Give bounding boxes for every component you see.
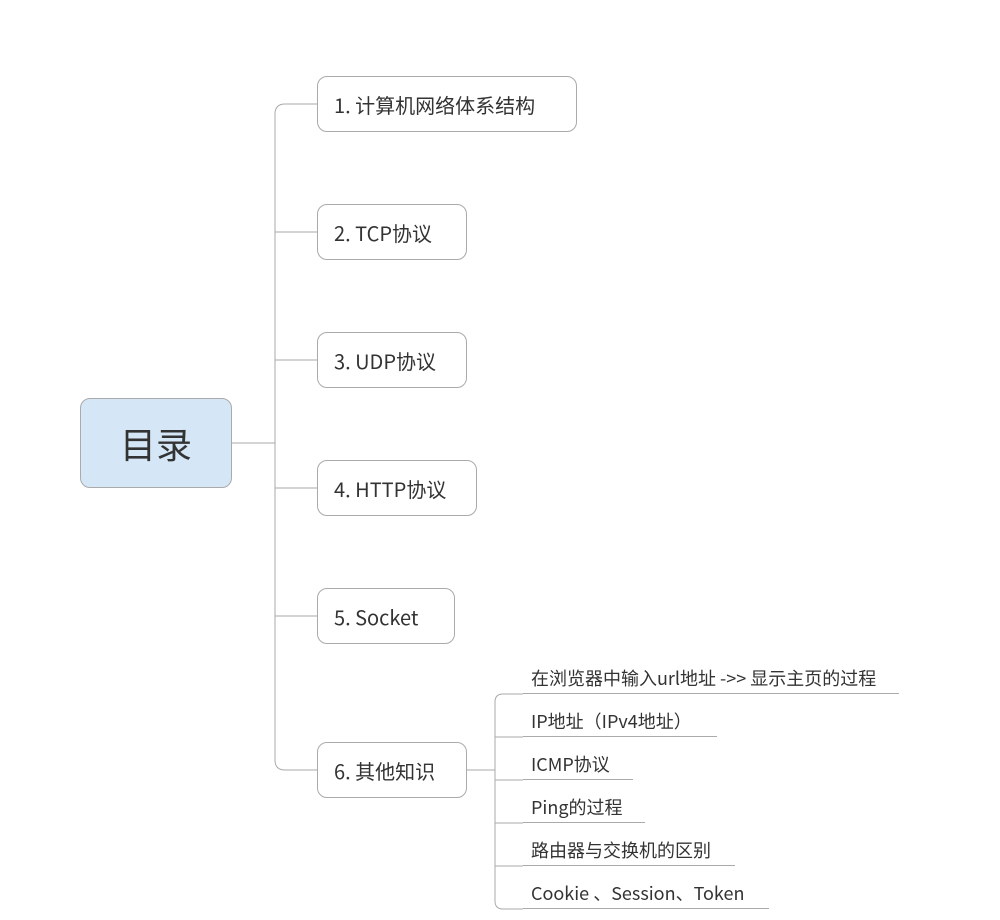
mindmap-node: 3. UDP协议	[317, 332, 467, 388]
mindmap-node: 5. Socket	[317, 588, 455, 644]
node-label: 4. HTTP协议	[334, 474, 446, 503]
edge	[275, 760, 317, 770]
node-label: 3. UDP协议	[334, 346, 436, 375]
node-label: 6. 其他知识	[334, 756, 435, 785]
mindmap-node: Cookie 、Session、Token	[523, 877, 769, 909]
mindmap-node: 1. 计算机网络体系结构	[317, 76, 577, 132]
node-label: 目录	[120, 417, 192, 469]
mindmap-canvas: 目录 1. 计算机网络体系结构 2. TCP协议 3. UDP协议 4. HTTP协议 5…	[0, 0, 1000, 920]
node-label: IP地址（IPv4地址）	[531, 708, 692, 734]
mindmap-node: 6. 其他知识	[317, 742, 467, 798]
edge	[275, 104, 317, 114]
mindmap-node: Ping的过程	[523, 791, 645, 823]
node-label: ICMP协议	[531, 751, 610, 777]
edge	[495, 901, 523, 909]
node-label: 5. Socket	[334, 602, 418, 631]
mindmap-node: 2. TCP协议	[317, 204, 467, 260]
mindmap-node: 路由器与交换机的区别	[523, 834, 735, 866]
mindmap-node: ICMP协议	[523, 748, 633, 780]
node-label: Ping的过程	[531, 794, 622, 820]
edge	[495, 694, 523, 702]
mindmap-node: 在浏览器中输入url地址 ->> 显示主页的过程	[523, 662, 899, 694]
mindmap-node: IP地址（IPv4地址）	[523, 705, 717, 737]
node-label: 1. 计算机网络体系结构	[334, 90, 535, 119]
node-label: 路由器与交换机的区别	[531, 837, 711, 863]
mindmap-node: 目录	[80, 398, 232, 488]
node-label: 2. TCP协议	[334, 218, 432, 247]
node-label: Cookie 、Session、Token	[531, 880, 744, 906]
mindmap-node: 4. HTTP协议	[317, 460, 477, 516]
node-label: 在浏览器中输入url地址 ->> 显示主页的过程	[531, 665, 876, 691]
